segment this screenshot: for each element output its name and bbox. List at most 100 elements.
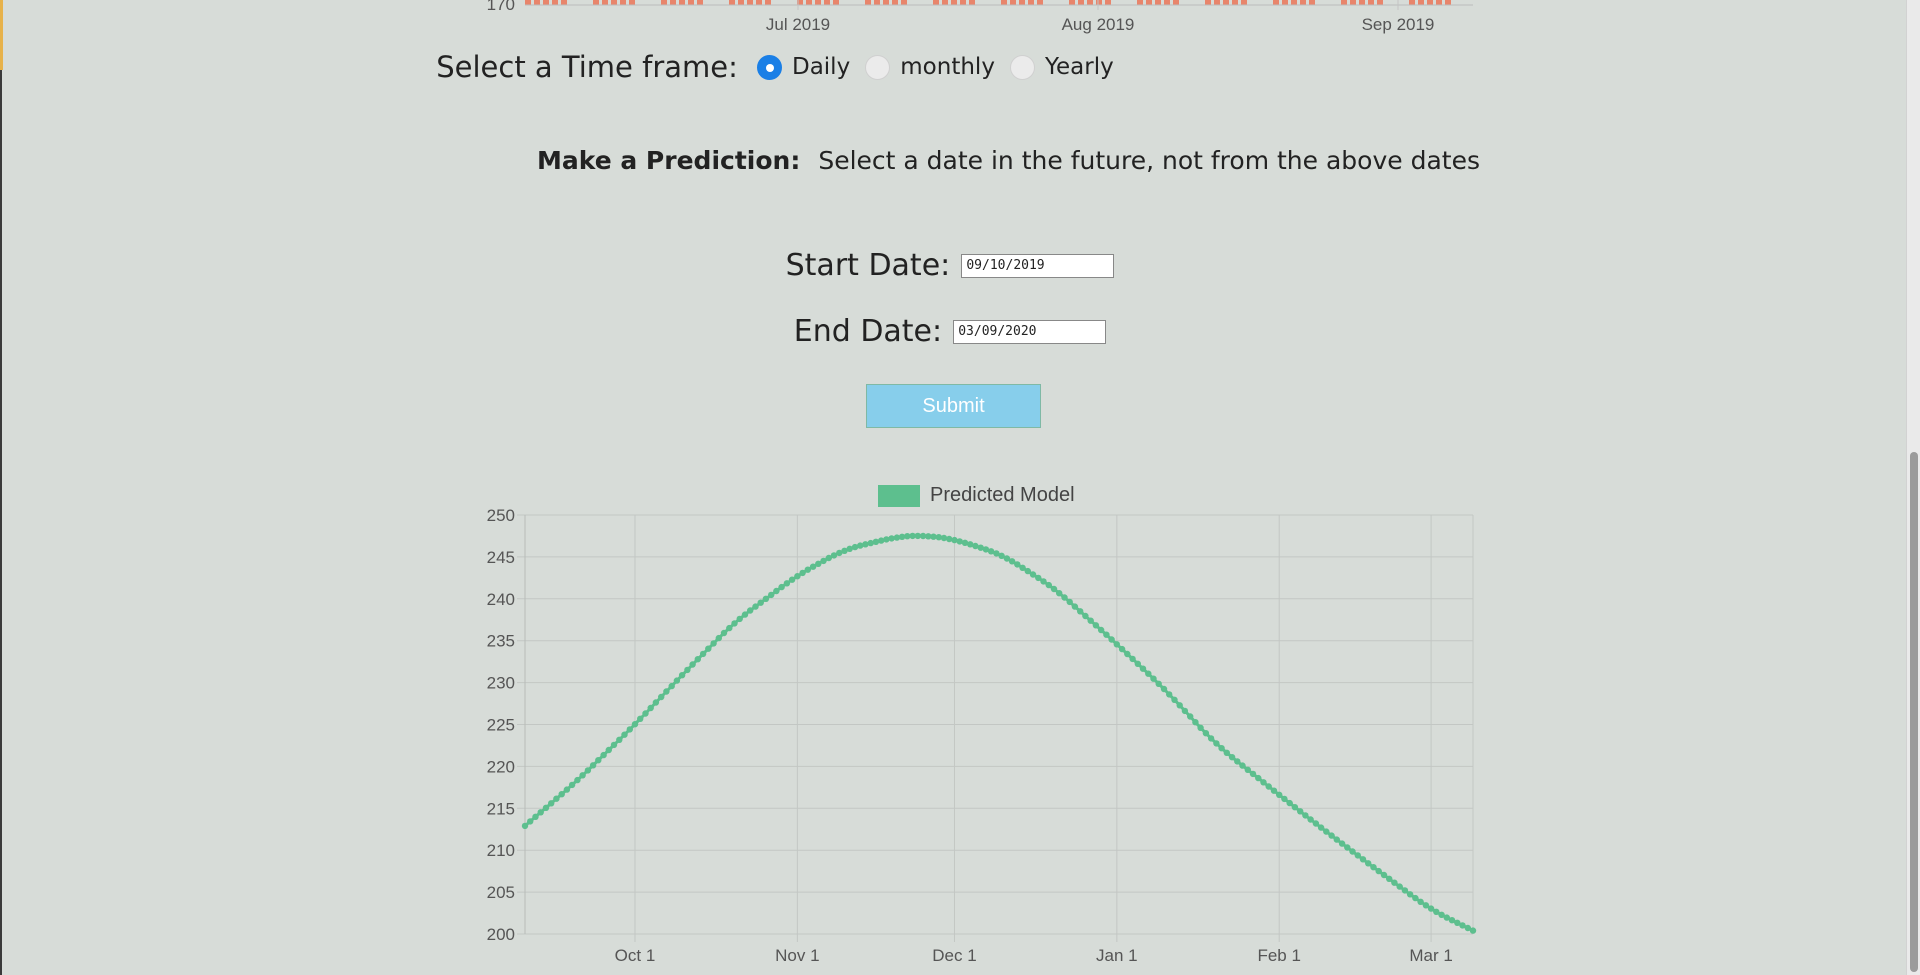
y-tick-label: 245	[487, 548, 515, 567]
data-point	[1113, 641, 1121, 648]
data-point	[1197, 724, 1204, 731]
prediction-heading: Make a Prediction: Select a date in the f…	[537, 146, 1480, 175]
history-bar	[1019, 0, 1025, 5]
history-bar	[815, 0, 821, 5]
data-point	[778, 583, 785, 591]
radio-yearly[interactable]: Yearly	[1010, 54, 1114, 80]
data-point	[762, 595, 770, 602]
history-x-tick: Sep 2019	[1362, 15, 1435, 34]
x-tick-label: Nov 1	[775, 946, 819, 965]
data-point	[1082, 612, 1089, 620]
data-point	[1061, 594, 1068, 601]
data-point	[673, 677, 681, 684]
data-point	[1213, 740, 1220, 747]
data-point	[946, 535, 953, 543]
end-date-row: End Date: 03/09/2020	[0, 314, 1900, 349]
end-date-input[interactable]: 03/09/2020	[953, 319, 1107, 344]
history-bar	[593, 0, 599, 5]
prediction-label: Make a Prediction:	[537, 146, 801, 175]
history-bar	[1223, 0, 1229, 5]
data-point	[1469, 927, 1477, 934]
history-bar	[525, 0, 531, 5]
data-point	[982, 546, 990, 553]
radio-daily-label: Daily	[791, 54, 851, 80]
scrollbar-thumb[interactable]	[1910, 452, 1918, 972]
data-point	[1323, 828, 1330, 835]
data-point	[1071, 603, 1079, 610]
data-point	[961, 539, 969, 546]
data-point	[663, 688, 670, 695]
data-point	[888, 535, 895, 542]
data-point	[872, 538, 880, 545]
y-tick-label: 235	[487, 632, 515, 651]
data-point	[883, 536, 890, 543]
history-bar	[561, 0, 567, 5]
data-point	[1056, 590, 1063, 597]
history-bar	[969, 0, 975, 5]
history-bar	[1105, 0, 1111, 5]
radio-daily[interactable]: Daily	[756, 54, 851, 80]
y-tick-label: 250	[487, 506, 515, 525]
history-bar	[1409, 0, 1415, 5]
start-date-row: Start Date: 09/10/2019	[0, 248, 1900, 283]
data-point	[736, 615, 743, 623]
data-point	[1155, 680, 1162, 687]
radio-monthly[interactable]: monthly	[865, 54, 995, 80]
data-point	[1124, 650, 1131, 658]
vertical-scrollbar[interactable]	[1906, 0, 1920, 975]
history-bar	[729, 0, 735, 5]
history-bar	[747, 0, 753, 5]
history-bar	[865, 0, 871, 5]
data-point	[783, 580, 791, 587]
data-point	[574, 776, 581, 784]
submit-button[interactable]: Submit	[866, 384, 1041, 428]
data-point	[893, 534, 901, 541]
history-bar	[874, 0, 880, 5]
timeframe-selector: Select a Time frame: Daily monthly Yearl…	[0, 50, 1560, 84]
chart-legend[interactable]: Predicted Model	[878, 484, 1075, 507]
radio-yearly-button[interactable]	[1010, 54, 1036, 80]
history-bar	[1037, 0, 1043, 5]
data-point	[647, 704, 654, 712]
history-bar	[1155, 0, 1161, 5]
x-tick-label: Dec 1	[932, 946, 976, 965]
data-point	[930, 533, 937, 540]
data-point	[1448, 917, 1456, 924]
data-point	[1234, 758, 1241, 765]
data-point	[542, 804, 550, 811]
data-point	[616, 736, 623, 743]
data-point	[1391, 879, 1398, 886]
data-point	[836, 549, 843, 557]
window-left-accent	[0, 0, 3, 70]
data-point	[1249, 770, 1257, 778]
data-point	[768, 591, 775, 599]
data-point	[532, 813, 539, 820]
history-bar	[833, 0, 839, 5]
data-point	[720, 629, 728, 637]
start-date-input[interactable]: 09/10/2019	[961, 253, 1115, 278]
history-y-tick: 170	[487, 0, 515, 14]
history-bar	[1078, 0, 1084, 5]
data-point	[694, 656, 701, 663]
data-point	[825, 554, 832, 562]
data-point	[1097, 626, 1105, 634]
data-point	[705, 645, 712, 652]
history-bar	[1028, 0, 1034, 5]
data-point	[1406, 891, 1414, 898]
data-point	[914, 532, 921, 540]
data-point	[1092, 622, 1100, 629]
data-point	[1035, 574, 1042, 582]
data-point	[1354, 852, 1362, 859]
data-point	[1281, 795, 1288, 803]
radio-monthly-button[interactable]	[865, 54, 891, 80]
radio-daily-button[interactable]	[756, 54, 782, 80]
history-bar	[1291, 0, 1297, 5]
history-bar	[942, 0, 948, 5]
history-bar	[1300, 0, 1306, 5]
history-bar	[1137, 0, 1143, 5]
data-point	[977, 544, 984, 551]
data-point	[794, 573, 801, 580]
history-bar	[688, 0, 694, 5]
data-point	[1427, 905, 1435, 912]
